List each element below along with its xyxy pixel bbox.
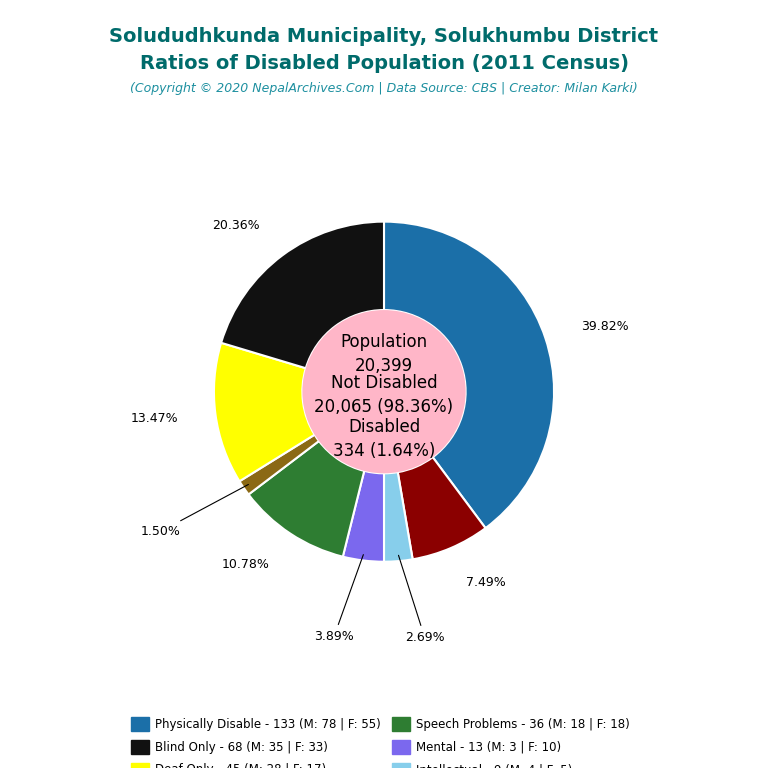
- Wedge shape: [343, 471, 384, 561]
- Text: Ratios of Disabled Population (2011 Census): Ratios of Disabled Population (2011 Cens…: [140, 54, 628, 73]
- Text: Solududhkunda Municipality, Solukhumbu District: Solududhkunda Municipality, Solukhumbu D…: [109, 27, 659, 46]
- Text: 13.47%: 13.47%: [131, 412, 178, 425]
- Text: 3.89%: 3.89%: [314, 554, 363, 643]
- Legend: Physically Disable - 133 (M: 78 | F: 55), Blind Only - 68 (M: 35 | F: 33), Deaf : Physically Disable - 133 (M: 78 | F: 55)…: [125, 711, 643, 768]
- Text: 1.50%: 1.50%: [141, 485, 248, 538]
- Wedge shape: [384, 472, 412, 561]
- Wedge shape: [240, 435, 319, 495]
- Text: 20.36%: 20.36%: [213, 219, 260, 232]
- Text: Disabled
334 (1.64%): Disabled 334 (1.64%): [333, 419, 435, 460]
- Circle shape: [303, 310, 465, 473]
- Wedge shape: [214, 343, 315, 482]
- Wedge shape: [384, 222, 554, 528]
- Wedge shape: [249, 441, 364, 557]
- Text: Not Disabled
20,065 (98.36%): Not Disabled 20,065 (98.36%): [314, 374, 454, 416]
- Text: (Copyright © 2020 NepalArchives.Com | Data Source: CBS | Creator: Milan Karki): (Copyright © 2020 NepalArchives.Com | Da…: [130, 82, 638, 95]
- Text: 10.78%: 10.78%: [222, 558, 270, 571]
- Text: 39.82%: 39.82%: [581, 320, 628, 333]
- Text: Population
20,399: Population 20,399: [340, 333, 428, 375]
- Wedge shape: [221, 222, 384, 368]
- Text: 2.69%: 2.69%: [399, 555, 445, 644]
- Wedge shape: [398, 457, 485, 559]
- Text: 7.49%: 7.49%: [465, 576, 505, 589]
